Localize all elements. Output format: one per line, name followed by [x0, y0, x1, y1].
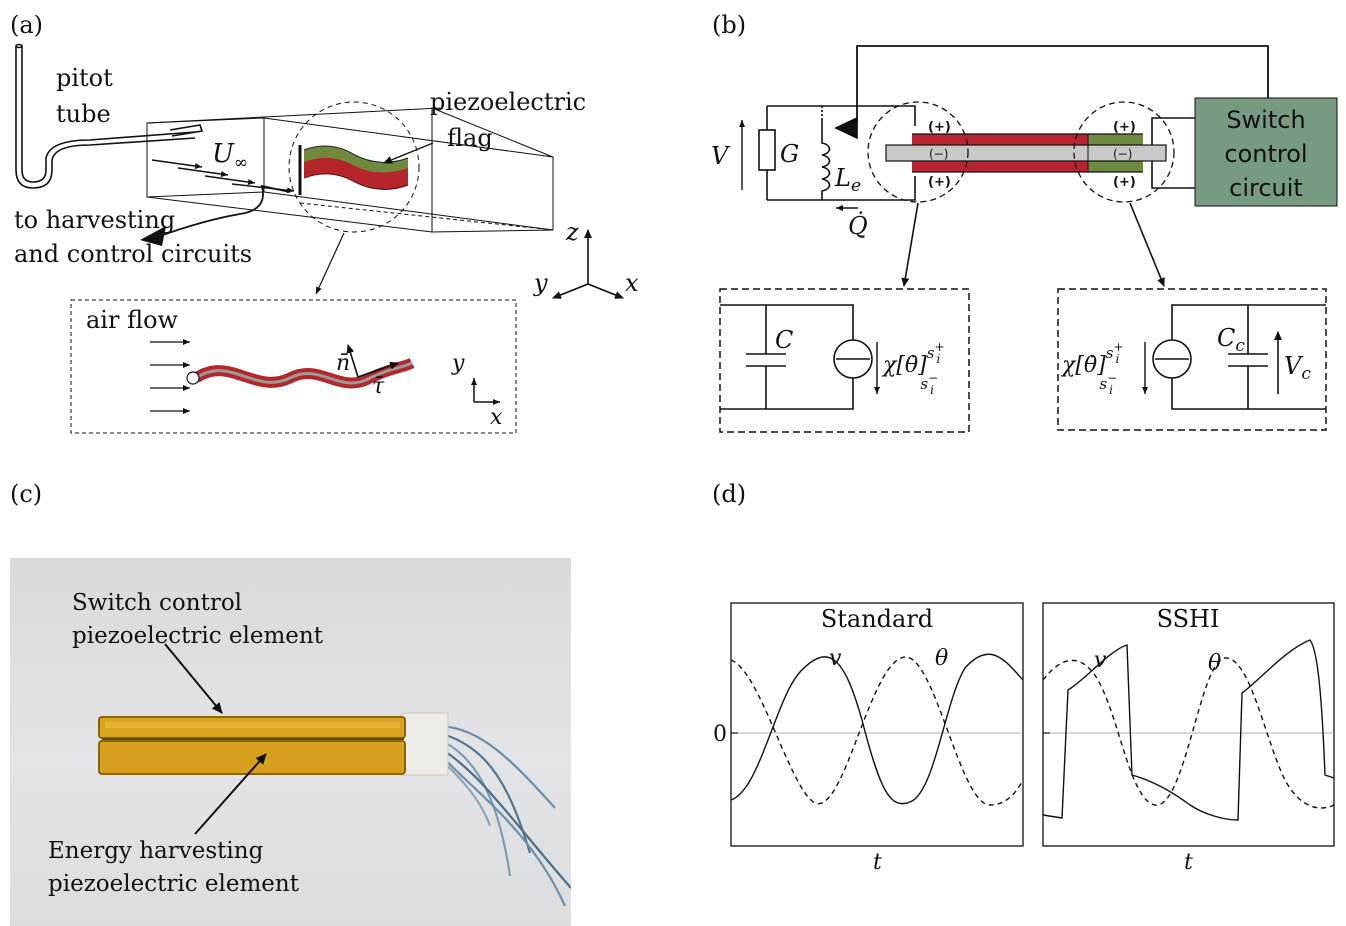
- axis-z-label: z: [565, 218, 579, 246]
- harvest-source-label: χ[θ̇]s+ i s− i: [881, 340, 945, 397]
- photo-switch-arrow: [164, 643, 223, 714]
- switch-equivalent-circuit: [1152, 304, 1326, 410]
- Q-label: Q̇: [848, 212, 868, 240]
- inset-flag-pivot: [186, 371, 200, 385]
- flow-velocity-symbol: U∞: [212, 139, 248, 173]
- normal-label: n̄: [336, 351, 350, 376]
- Vc-label: Vc: [1284, 352, 1311, 384]
- harvest-equivalent-box: [719, 288, 970, 433]
- flag-core-substrate: [885, 144, 1167, 162]
- standard-v-label: v: [829, 646, 842, 671]
- plus-top-switch: (+): [1113, 120, 1136, 135]
- flag-label-line2: flag: [447, 124, 493, 152]
- cable-arrowhead: [140, 226, 166, 246]
- Le-label: Le: [834, 164, 861, 196]
- axis-y-label: y: [533, 269, 548, 297]
- standard-v-curve: [730, 653, 1024, 805]
- zoom-circle-switch: [1073, 101, 1175, 203]
- photo-harvest-strip: [98, 740, 406, 775]
- switch-equivalent-box: [1057, 288, 1327, 431]
- inset-flag-core: [195, 361, 413, 385]
- minus-switch: (−): [1113, 147, 1132, 161]
- axis-x-label: x: [625, 269, 639, 297]
- photo-panel-c: Switch control piezoelectric element Ene…: [10, 558, 571, 926]
- standard-theta-label: θ: [935, 646, 948, 671]
- panel-c-tag: (c): [10, 480, 42, 508]
- sshi-plot-title: SSHI: [1157, 605, 1220, 633]
- inset-flow-arrows: [150, 339, 190, 414]
- inset-x-label: x: [490, 405, 503, 430]
- G-label: G: [780, 140, 799, 168]
- tangent-vector-arrow: [357, 361, 399, 378]
- standard-t-label: t: [873, 850, 882, 875]
- standard-plot-title: Standard: [821, 605, 933, 633]
- zero-tick-label: 0: [713, 722, 727, 747]
- sshi-v-curve: [1042, 639, 1335, 821]
- harvesting-circuit: [758, 105, 916, 201]
- wind-tunnel-box: [146, 107, 554, 233]
- plus-bottom-switch: (+): [1113, 175, 1136, 190]
- V-label: V: [711, 142, 731, 170]
- Cc-label: Cc: [1217, 324, 1245, 356]
- switch-control-box: [1194, 97, 1338, 207]
- photo-switch-label-line1: Switch control: [72, 590, 243, 616]
- plus-top-harvest: (+): [928, 120, 951, 135]
- standard-plot-frame: [730, 602, 1024, 847]
- harvest-equivalent-circuit: [720, 304, 873, 410]
- panel-a-tag: (a): [10, 11, 43, 39]
- circuits-label-line1: to harvesting: [14, 206, 175, 234]
- minus-harvest: (−): [929, 147, 948, 161]
- cable-line: [159, 184, 291, 237]
- panel-a: (a) pitot tube U∞: [10, 11, 639, 434]
- panel-b: (b) V G Le Q̇ (+) (+: [711, 11, 1338, 433]
- panel-b-tag: (b): [712, 11, 746, 39]
- switch-source-label: χ[θ̇]s+ i s− i: [1060, 340, 1124, 397]
- switch-feedback-wire: [856, 45, 1269, 122]
- flag-label-line1: piezoelectric: [430, 88, 586, 116]
- piezoelectric-flag-drawing: [298, 145, 409, 195]
- photo-switch-label-line2: piezoelectric element: [72, 623, 323, 649]
- tangent-label: τ̄: [372, 374, 385, 399]
- photo-clamp: [401, 712, 449, 776]
- flag-pointer-arrow: [383, 142, 434, 164]
- panel-d: (d) 0 Standard v θ t SSHI v θ t: [712, 480, 1335, 875]
- zoom-circle-harvest: [867, 101, 969, 203]
- photo-wires: [439, 724, 571, 907]
- C-label: C: [775, 326, 793, 354]
- inset-airflow-label: air flow: [86, 306, 179, 334]
- harvest-inset-arrow: [901, 202, 919, 287]
- normal-vector-arrow: [346, 344, 359, 378]
- pitot-tube-drawing: [15, 43, 204, 189]
- sshi-theta-label: θ: [1208, 651, 1221, 676]
- switch-box-line2: control: [1224, 140, 1307, 168]
- switch-inset-arrow: [1129, 202, 1165, 287]
- standard-theta-curve: [730, 656, 1024, 806]
- sshi-v-label: v: [1094, 648, 1107, 673]
- switch-box-line3: circuit: [1229, 174, 1303, 202]
- inset-box-a: [70, 299, 517, 434]
- photo-illustration: [98, 643, 571, 907]
- photo-harvest-arrow: [194, 753, 267, 835]
- circuits-label-line2: and control circuits: [14, 240, 252, 268]
- plus-bottom-harvest: (+): [928, 175, 951, 190]
- inset-y-label: y: [451, 351, 465, 376]
- inset-pointer-arrow: [315, 232, 345, 295]
- sshi-t-label: t: [1184, 850, 1193, 875]
- zoom-circle-a: [288, 101, 420, 233]
- sshi-plot-frame: [1042, 602, 1335, 847]
- photo-energy-label-line1: Energy harvesting: [48, 838, 264, 864]
- pitot-label-line2: tube: [56, 100, 111, 128]
- switch-box-line1: Switch: [1226, 106, 1305, 134]
- axes-triad: [552, 229, 624, 299]
- panel-d-tag: (d): [712, 480, 746, 508]
- pitot-label-line1: pitot: [56, 64, 113, 92]
- photo-energy-label-line2: piezoelectric element: [48, 871, 299, 897]
